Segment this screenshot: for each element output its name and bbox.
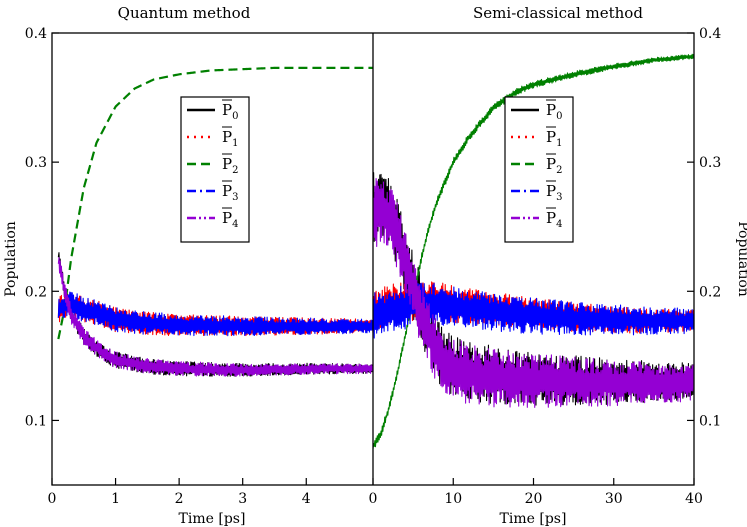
quantum-legend-subscript-p1: 1	[232, 138, 238, 149]
quantum-legend-subscript-p2: 2	[232, 165, 238, 176]
semiclassical-legend-box	[504, 96, 574, 243]
semiclassical-series-p3-line	[373, 282, 694, 339]
semiclassical-axis-ticks: 0 10 20 30 400.10.20.30.4	[369, 26, 722, 507]
semiclassical-series-p2-line	[373, 53, 694, 449]
quantum-y-tick-label: 0.3	[25, 155, 47, 171]
quantum-x-tick-label: 3	[238, 491, 247, 507]
semiclassical-x-tick-label: 20	[525, 491, 543, 507]
quantum-legend-subscript-p0: 0	[232, 111, 238, 122]
quantum-x-tick-label: 2	[175, 491, 184, 507]
semiclassical-y-tick-label: 0.1	[699, 413, 721, 429]
quantum-y-axis-label: Population	[3, 221, 19, 297]
quantum-series-group	[57, 66, 373, 377]
quantum-x-tick-label: 4	[302, 491, 311, 507]
semiclassical-series-group	[373, 53, 694, 449]
semiclassical-x-tick-label: 40	[685, 491, 703, 507]
quantum-y-tick-label: 0.2	[25, 284, 47, 300]
semiclassical-x-tick-label: 30	[605, 491, 623, 507]
quantum-legend-subscript-p3: 3	[232, 192, 238, 203]
quantum-series-p3-line	[57, 291, 373, 337]
semiclassical-panel: Semi-classical method 0 10 20 30 400.10.20.3…	[369, 4, 747, 527]
quantum-panel: Quantum method 0 1 2 3 4 0.1 0.2 0.3 0.4 Time [p…	[3, 4, 373, 527]
quantum-panel-title: Quantum method	[118, 4, 251, 22]
semiclassical-y-tick-label: 0.4	[699, 26, 721, 42]
semiclassical-series-p4-line	[373, 178, 694, 408]
semiclassical-y-axis-label: Population	[735, 221, 747, 297]
quantum-x-tick-label: 0	[48, 491, 57, 507]
quantum-series-p2-line	[57, 66, 373, 340]
semiclassical-panel-title: Semi-classical method	[473, 4, 643, 22]
quantum-y-tick-label: 0.4	[25, 26, 47, 42]
semiclassical-legend-subscript-p4: 4	[556, 219, 562, 230]
semiclassical-x-tick-label: 10	[444, 491, 462, 507]
quantum-axis-ticks: 0 1 2 3 4 0.1 0.2 0.3 0.4	[25, 26, 311, 507]
semiclassical-x-axis-label: Time [ps]	[500, 511, 567, 527]
quantum-series-p4-line	[57, 257, 373, 377]
quantum-legend-box	[180, 96, 250, 243]
semiclassical-y-tick-label: 0.3	[699, 155, 721, 171]
semiclassical-legend-subscript-p2: 2	[556, 165, 562, 176]
semiclassical-legend-subscript-p0: 0	[556, 111, 562, 122]
quantum-x-tick-label: 1	[111, 491, 120, 507]
quantum-y-tick-label: 0.1	[25, 413, 47, 429]
quantum-x-axis-label: Time [ps]	[179, 511, 246, 527]
semiclassical-legend-subscript-p1: 1	[556, 138, 562, 149]
semiclassical-x-tick-label: 0	[369, 491, 378, 507]
quantum-legend-subscript-p4: 4	[232, 219, 238, 230]
semiclassical-y-tick-label: 0.2	[699, 284, 721, 300]
semiclassical-legend-subscript-p3: 3	[556, 192, 562, 203]
